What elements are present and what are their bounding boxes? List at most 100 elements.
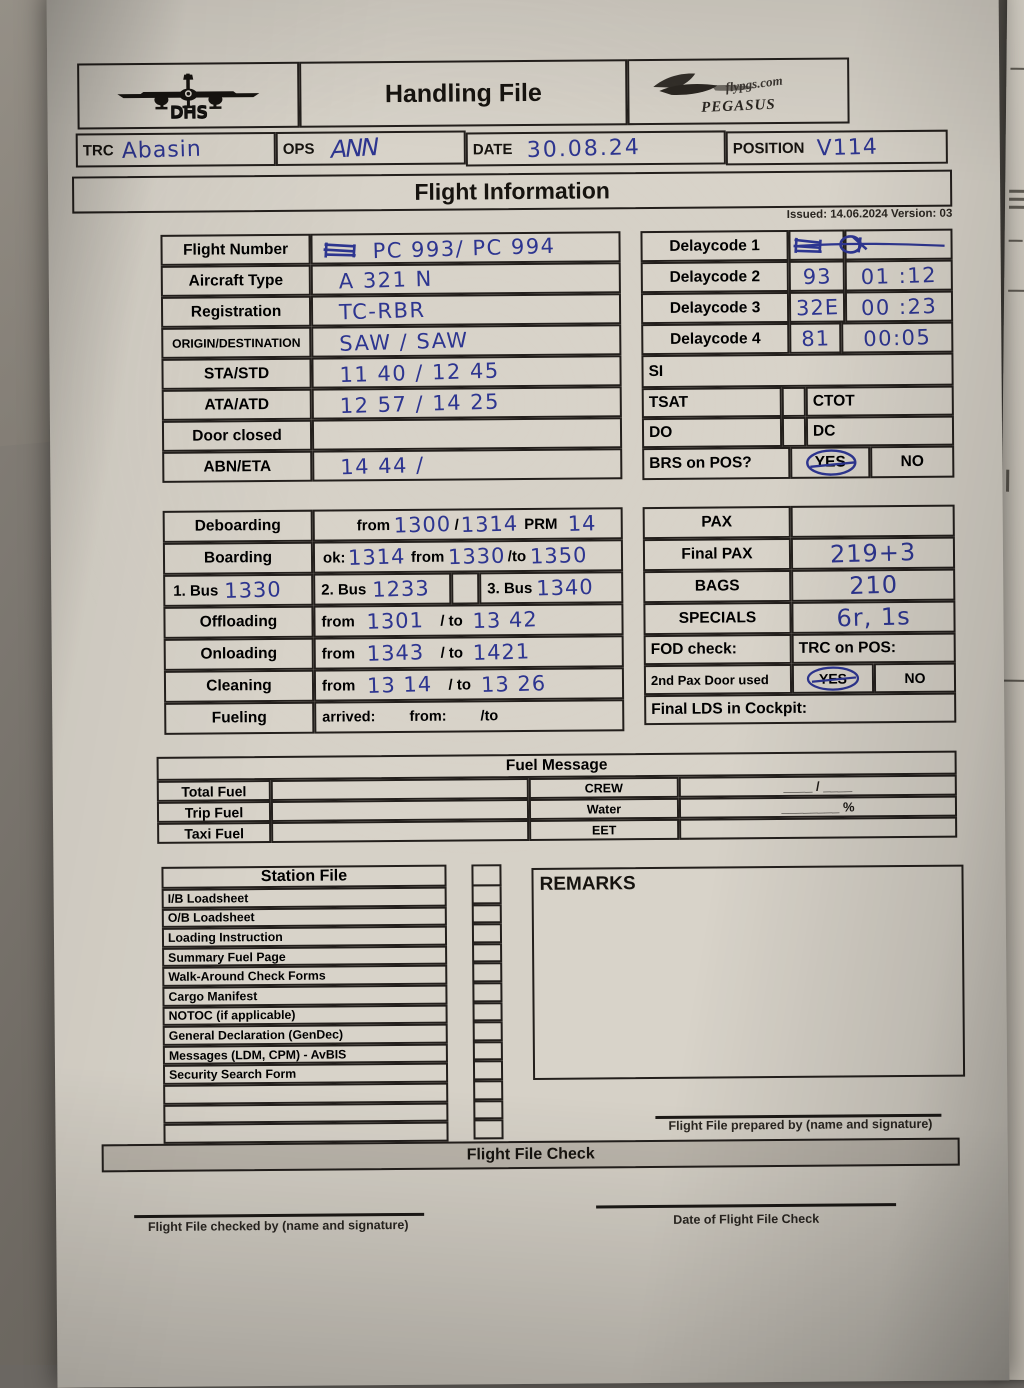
final-lds-field[interactable]: Final LDS in Cockpit:	[644, 692, 957, 726]
position-label: POSITION	[732, 139, 805, 157]
fuel-left-value-cell[interactable]	[270, 798, 530, 823]
flight-info-value-cell[interactable]: TC-RBR	[310, 293, 622, 327]
delaycode-code-cell[interactable]: 93	[788, 260, 845, 292]
second-pax-door-no-option[interactable]: NO	[873, 662, 957, 694]
ops-field[interactable]: OPS ANN	[275, 130, 466, 166]
fueling-value-cell[interactable]: arrived: from: /to	[314, 699, 625, 734]
station-file-item[interactable]: O/B Loadsheet	[161, 906, 447, 929]
station-file-checkbox[interactable]	[473, 1080, 504, 1101]
pax-value-cell[interactable]: 219+3	[790, 536, 956, 570]
trc-on-pos-label: TRC on POS:	[798, 639, 897, 657]
station-file-checkbox[interactable]	[472, 1060, 504, 1081]
ctot-field[interactable]: CTOT	[805, 385, 954, 417]
pax-value-cell[interactable]	[790, 504, 955, 538]
flight-info-label-cell: Flight Number	[160, 233, 311, 266]
station-file-item[interactable]: Security Search Form	[162, 1063, 449, 1085]
station-file-checkbox[interactable]	[472, 982, 503, 1003]
station-file-item[interactable]: I/B Loadsheet	[161, 886, 447, 909]
station-file-item[interactable]	[163, 1121, 449, 1144]
flight-info-label: Door closed	[192, 426, 282, 445]
fuel-left-label-cell: Taxi Fuel	[157, 822, 272, 844]
station-file-checkbox[interactable]	[473, 1119, 504, 1140]
tsat-value-cell[interactable]	[781, 386, 806, 417]
offloading-value-cell[interactable]: from 1301 / to 13 42	[313, 603, 624, 638]
fuel-right-label: EET	[591, 822, 617, 838]
si-field[interactable]: SI	[641, 352, 954, 389]
deboarding-from-label: from	[356, 516, 391, 534]
flight-info-value-cell[interactable]: PC 993/ PC 994	[310, 231, 621, 265]
bus-1-cell[interactable]: 1. Bus 1330	[163, 573, 314, 607]
date-of-check-line	[596, 1203, 897, 1209]
fuel-right-value-cell[interactable]: ________ %	[678, 795, 958, 819]
fuel-left-value-cell[interactable]	[270, 777, 529, 802]
fod-check-field[interactable]: FOD check:	[643, 633, 792, 666]
bus-2-cell[interactable]: 2. Bus 1233	[313, 572, 452, 606]
dhs-logo-text: DHS	[169, 102, 208, 123]
flight-info-label-cell: ABN/ETA	[162, 450, 313, 483]
delaycode-code-cell[interactable]: 81	[789, 322, 842, 354]
do-value-cell[interactable]	[781, 416, 807, 447]
station-file-checkbox[interactable]	[471, 903, 502, 924]
onloading-value-cell[interactable]: from 1343 / to 1421	[313, 635, 624, 670]
station-file-item[interactable]: Walk-Around Check Forms	[162, 965, 448, 987]
trc-field[interactable]: TRC Abasin	[75, 131, 276, 168]
station-file-checkbox[interactable]	[472, 1041, 503, 1061]
delaycode-time-cell[interactable]: 00 :23	[844, 290, 954, 323]
fuel-right-value-cell[interactable]: ____ / ____	[678, 774, 957, 798]
brs-no-option[interactable]: NO	[870, 445, 955, 479]
flight-info-value: 11 40 / 12 45	[339, 358, 501, 387]
dc-field[interactable]: DC	[805, 415, 955, 447]
flight-info-label: ABN/ETA	[203, 457, 272, 476]
tsat-field[interactable]: TSAT	[641, 386, 782, 419]
station-file-checkbox[interactable]	[473, 1099, 504, 1120]
onloading-label: Onloading	[200, 644, 278, 663]
station-file-item[interactable]: NOTOC (if applicable)	[162, 1004, 448, 1027]
station-file-item[interactable]	[163, 1102, 449, 1125]
station-file-checkbox[interactable]	[471, 884, 502, 905]
station-file-item[interactable]: General Declaration (GenDec)	[162, 1023, 448, 1046]
fuel-left-value-cell[interactable]	[271, 819, 530, 844]
remarks-box[interactable]: REMARKS	[531, 864, 966, 1080]
pax-value-cell[interactable]: 210	[791, 568, 956, 602]
station-file-checkbox[interactable]	[472, 962, 503, 983]
station-file-item[interactable]: Messages (LDM, CPM) - AvBIS	[162, 1043, 448, 1066]
trc-on-pos-field[interactable]: TRC on POS:	[791, 632, 956, 664]
delaycode-time: 01 :12	[860, 262, 938, 289]
flight-info-value-cell[interactable]: 11 40 / 12 45	[311, 355, 622, 389]
station-file-item[interactable]: Loading Instruction	[161, 925, 448, 948]
flight-info-value-cell[interactable]: A 321 N	[310, 262, 621, 296]
fuel-right-value-cell[interactable]	[679, 816, 958, 840]
position-field[interactable]: POSITION V114	[725, 129, 948, 166]
flight-info-value-cell[interactable]	[311, 417, 623, 451]
pax-value-cell[interactable]: 6r, 1s	[791, 600, 956, 634]
bus-spacer-cell	[451, 572, 480, 605]
fueling-arrived-label: arrived:	[322, 709, 376, 726]
fuel-left-label: Total Fuel	[181, 782, 247, 800]
deboarding-value-cell[interactable]: from 1300/1314 PRM 14	[312, 507, 623, 542]
station-file-checkbox[interactable]	[472, 1021, 503, 1042]
station-file-checkbox[interactable]	[471, 923, 503, 944]
onloading-to-label: / to	[440, 644, 464, 662]
onloading-from-label: from	[321, 644, 356, 663]
station-file-checkbox[interactable]	[472, 1001, 503, 1022]
boarding-value-cell[interactable]: ok: 1314 from 1330/to 1350	[312, 539, 624, 574]
do-field[interactable]: DO	[641, 416, 783, 449]
pax-label-cell: BAGS	[643, 569, 792, 604]
cleaning-value-cell[interactable]: from 13 14 / to 13 26	[313, 667, 625, 702]
delaycode-code-cell[interactable]: 32E	[788, 291, 846, 323]
flight-info-value-cell[interactable]: 14 44 /	[312, 448, 623, 482]
station-file-item-label: General Declaration (GenDec)	[168, 1027, 344, 1043]
delaycode-time-cell[interactable]: 01 :12	[844, 259, 953, 292]
station-file-checkbox[interactable]	[472, 943, 503, 963]
pegasus-logo: flypgs.com PEGASUS	[627, 57, 850, 126]
station-file-item[interactable]: Summary Fuel Page	[162, 945, 448, 968]
station-file-checkbox[interactable]	[471, 864, 502, 887]
date-field[interactable]: DATE 30.08.24	[465, 130, 726, 167]
sheet2-mark	[1006, 469, 1010, 492]
delaycode-time-cell[interactable]: 00:05	[841, 321, 954, 354]
station-file-item[interactable]	[163, 1082, 449, 1105]
bus-3-cell[interactable]: 3. Bus 1340	[479, 571, 624, 605]
flight-info-value-cell[interactable]: 12 57 / 14 25	[311, 386, 622, 420]
flight-info-value-cell[interactable]: SAW / SAW	[311, 324, 622, 358]
station-file-item[interactable]: Cargo Manifest	[162, 984, 448, 1007]
